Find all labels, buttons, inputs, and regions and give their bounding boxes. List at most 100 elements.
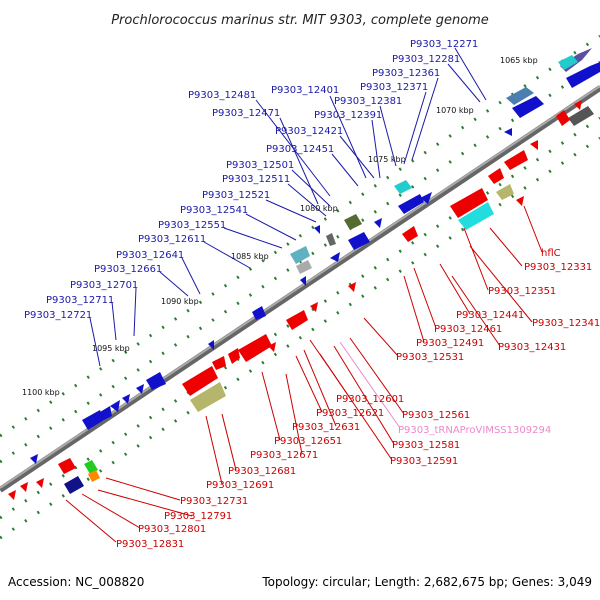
- gene-label[interactable]: P9303_12401: [271, 85, 339, 96]
- gene-label[interactable]: P9303_12461: [434, 324, 502, 335]
- gene-label[interactable]: P9303_12721: [24, 310, 92, 321]
- gene-feature[interactable]: [30, 454, 38, 464]
- gene-label[interactable]: P9303_12691: [206, 480, 274, 491]
- gene-label[interactable]: P9303_12541: [180, 205, 248, 216]
- gene-feature[interactable]: [506, 87, 534, 105]
- gene-label[interactable]: P9303_12441: [456, 310, 524, 321]
- gene-label[interactable]: P9303_12521: [202, 190, 270, 201]
- gene-feature[interactable]: [516, 196, 524, 206]
- gene-label[interactable]: P9303_12831: [116, 539, 184, 550]
- gene-label[interactable]: P9303_12431: [498, 342, 566, 353]
- gene-feature[interactable]: [420, 192, 432, 204]
- gene-feature[interactable]: [296, 260, 312, 274]
- gene-feature[interactable]: [402, 226, 418, 242]
- gene-feature[interactable]: [512, 96, 544, 118]
- gene-label[interactable]: P9303_12681: [228, 466, 296, 477]
- gene-feature[interactable]: [530, 140, 538, 150]
- gene-label[interactable]: P9303_12641: [116, 250, 184, 261]
- gene-feature[interactable]: [182, 366, 218, 396]
- gene-feature[interactable]: [58, 458, 76, 474]
- gene-feature[interactable]: [504, 150, 528, 170]
- gene-label[interactable]: P9303_12661: [94, 264, 162, 275]
- gene-feature[interactable]: [348, 232, 370, 250]
- gene-feature[interactable]: [228, 348, 240, 364]
- gene-feature[interactable]: [252, 306, 266, 320]
- gene-label[interactable]: P9303_12421: [275, 126, 343, 137]
- gene-label[interactable]: P9303_12631: [292, 422, 360, 433]
- gene-feature[interactable]: [100, 406, 112, 420]
- gene-feature[interactable]: [330, 252, 340, 262]
- gene-label[interactable]: P9303_12371: [360, 82, 428, 93]
- gene-label[interactable]: P9303_12731: [180, 496, 248, 507]
- gene-feature[interactable]: [450, 188, 488, 218]
- gene-label[interactable]: P9303_12361: [372, 68, 440, 79]
- gene-feature[interactable]: [314, 225, 320, 234]
- gene-label[interactable]: P9303_12281: [392, 54, 460, 65]
- gene-label[interactable]: P9303_12711: [46, 295, 114, 306]
- gene-feature[interactable]: [146, 372, 166, 390]
- gene-feature[interactable]: [496, 184, 514, 200]
- gene-feature[interactable]: [110, 400, 120, 412]
- gene-label[interactable]: P9303_12351: [488, 286, 556, 297]
- gene-label[interactable]: P9303_12271: [410, 39, 478, 50]
- gene-label[interactable]: P9303_12581: [392, 440, 460, 451]
- gene-label[interactable]: P9303_12651: [274, 436, 342, 447]
- gene-label[interactable]: P9303_12471: [212, 108, 280, 119]
- gene-feature[interactable]: [344, 214, 362, 230]
- gene-feature[interactable]: [568, 106, 594, 126]
- gene-feature[interactable]: [122, 394, 130, 404]
- gene-label[interactable]: hflC: [541, 248, 561, 259]
- gene-label[interactable]: P9303_12341: [532, 318, 600, 329]
- gene-label[interactable]: P9303_12531: [396, 352, 464, 363]
- gene-label[interactable]: P9303_12791: [164, 511, 232, 522]
- gene-label[interactable]: P9303_12561: [402, 410, 470, 421]
- gene-label[interactable]: P9303_12601: [336, 394, 404, 405]
- gene-feature[interactable]: [136, 384, 144, 394]
- gene-label[interactable]: P9303_12331: [524, 262, 592, 273]
- gene-feature[interactable]: [190, 382, 226, 412]
- gene-feature[interactable]: [268, 342, 276, 352]
- gene-feature[interactable]: [290, 246, 310, 264]
- gene-label[interactable]: P9303_tRNAProVIMSS1309294: [398, 425, 551, 436]
- gene-label[interactable]: P9303_12381: [334, 96, 402, 107]
- gene-feature[interactable]: [504, 128, 512, 136]
- gene-feature[interactable]: [398, 194, 424, 214]
- gene-feature[interactable]: [64, 476, 84, 494]
- gene-label[interactable]: P9303_12591: [390, 456, 458, 467]
- gene-feature[interactable]: [488, 168, 504, 184]
- gene-label[interactable]: P9303_12621: [316, 408, 384, 419]
- gene-feature[interactable]: [566, 62, 600, 88]
- gene-feature[interactable]: [286, 310, 308, 330]
- gene-feature[interactable]: [20, 482, 28, 492]
- gene-feature[interactable]: [212, 356, 226, 370]
- gene-feature[interactable]: [458, 202, 494, 230]
- gene-feature[interactable]: [348, 282, 356, 292]
- gene-feature[interactable]: [208, 340, 214, 350]
- gene-feature[interactable]: [374, 218, 382, 228]
- gene-feature[interactable]: [88, 470, 100, 482]
- gene-feature[interactable]: [556, 110, 570, 126]
- gene-feature[interactable]: [300, 276, 306, 286]
- gene-label[interactable]: P9303_12511: [222, 174, 290, 185]
- gene-label[interactable]: P9303_12481: [188, 90, 256, 101]
- top-strand-genes: [30, 48, 600, 464]
- gene-feature[interactable]: [84, 460, 98, 474]
- gene-feature[interactable]: [36, 478, 44, 488]
- gene-label[interactable]: P9303_12451: [266, 144, 334, 155]
- gene-label[interactable]: P9303_12701: [70, 280, 138, 291]
- gene-feature[interactable]: [394, 180, 412, 194]
- gene-label[interactable]: P9303_12611: [138, 234, 206, 245]
- gene-label[interactable]: P9303_12551: [158, 220, 226, 231]
- gene-label[interactable]: P9303_12671: [250, 450, 318, 461]
- gene-feature[interactable]: [8, 490, 16, 500]
- gene-feature[interactable]: [558, 55, 578, 70]
- gene-feature[interactable]: [238, 334, 272, 362]
- gene-feature[interactable]: [326, 233, 336, 246]
- gene-label[interactable]: P9303_12801: [138, 524, 206, 535]
- gene-feature[interactable]: [310, 302, 318, 312]
- gene-label[interactable]: P9303_12501: [226, 160, 294, 171]
- gene-feature[interactable]: [574, 100, 582, 110]
- gene-label[interactable]: P9303_12391: [314, 110, 382, 121]
- gene-label[interactable]: P9303_12491: [416, 338, 484, 349]
- gene-feature[interactable]: [82, 410, 104, 430]
